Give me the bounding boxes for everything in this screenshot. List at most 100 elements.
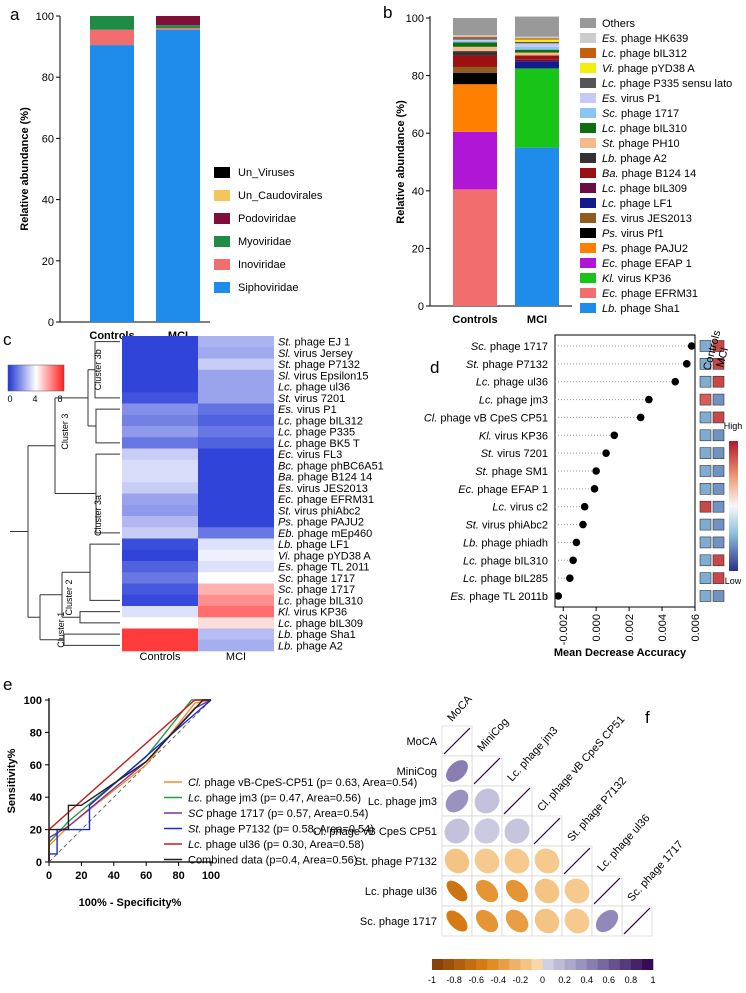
x-tick-label: 0.002 [624, 614, 636, 642]
group-cell-controls [699, 518, 712, 531]
heatmap-cell [198, 437, 274, 449]
colorbar-segment [509, 959, 521, 970]
row-label: Cl. phage vB CpeS CP51 [313, 826, 437, 838]
heatmap-cell [122, 628, 198, 641]
y-axis-label: Relative abundance (%) [395, 100, 407, 224]
column-label: MoCA [445, 693, 475, 724]
diagonal-mark [563, 847, 591, 875]
y-tick-label: 20 [30, 825, 42, 837]
data-point [580, 502, 589, 511]
colorbar-tick: 0 [540, 975, 545, 985]
group-cell-controls [699, 483, 712, 495]
heatmap-cell [122, 538, 198, 551]
bar-segment [515, 41, 559, 44]
legend-swatch [580, 303, 596, 313]
group-cell-mci [712, 447, 725, 459]
heatmap-cell [198, 572, 274, 584]
corr-ellipse [445, 789, 469, 813]
row-label: Lc. phage jm3 [368, 796, 437, 808]
heatmap-cell [122, 561, 198, 573]
heatmap-cell [198, 336, 274, 348]
heatmap-cell [198, 426, 274, 438]
legend-label: Vi. phage pYD38 A [602, 63, 695, 75]
legend-swatch [580, 288, 596, 298]
corr-ellipse [504, 848, 530, 874]
legend-label: Lc. phage ul36 (p= 0.30, Area=0.58) [188, 839, 364, 851]
cluster-label: Cluster 2 [64, 579, 74, 615]
panel-label-d: d [430, 358, 439, 377]
heatmap-cell [122, 336, 198, 348]
data-point [687, 342, 696, 350]
point-label: St. virus phiAbc2 [465, 520, 548, 532]
legend-label: Ps. phage PAJU2 [602, 243, 688, 255]
legend-label: Un_Caudovirales [238, 190, 323, 202]
colorbar-tick: 0.6 [603, 975, 616, 985]
heatmap-cell [122, 426, 198, 438]
group-cell-mci [712, 465, 725, 477]
legend-label: Podoviridae [238, 213, 296, 225]
legend-swatch [580, 258, 596, 268]
row-label: Eb. phage mEp460 [278, 528, 372, 540]
column-label: St. phage P7132 [565, 775, 629, 844]
heatmap-cell [198, 381, 274, 393]
colorbar-segment [641, 959, 654, 970]
group-cell-controls [699, 536, 712, 549]
legend-label: St. phage PH10 [602, 138, 680, 150]
corr-ellipse [534, 878, 560, 904]
heatmap-cell [122, 369, 198, 382]
group-cell-mci [712, 483, 725, 495]
y-tick-label: 60 [30, 760, 42, 772]
x-tick-label: 0.006 [690, 614, 702, 642]
group-cell-controls [699, 447, 712, 459]
heatmap-cell [122, 594, 198, 607]
y-tick-label: 0 [418, 301, 424, 313]
colorbar-segment [542, 959, 554, 970]
corr-ellipse [474, 788, 500, 814]
corr-ellipse [444, 818, 470, 844]
heatmap-cell [122, 504, 198, 517]
legend-label: Lc. phage LF1 [602, 198, 672, 210]
column-label: MiniCog [475, 716, 511, 754]
row-label: Lb. phage Sha1 [278, 629, 356, 641]
legend-swatch [580, 198, 596, 208]
bar-segment [453, 46, 497, 52]
bar-segment [515, 46, 559, 50]
corr-ellipse [474, 848, 500, 874]
point-label: Kl. virus KP36 [479, 430, 548, 442]
legend-swatch [580, 228, 596, 238]
heatmap-cell [122, 617, 198, 629]
legend-label: St. phage P7132 (p= 0.58, Area=0.54) [188, 824, 374, 836]
heatmap-cell [198, 561, 274, 573]
bar-segment [515, 36, 559, 39]
legend-swatch [580, 63, 596, 73]
panel-label-b: b [383, 3, 392, 22]
heatmap-cell [122, 381, 198, 393]
bar-segment [156, 16, 200, 26]
row-label: Lb. phage LF1 [278, 539, 349, 551]
legend-label: Ps. virus Pf1 [602, 228, 664, 240]
bar-segment [453, 35, 497, 37]
bar-segment [453, 39, 497, 42]
row-label: Vi. phage pYD38 A [278, 550, 371, 562]
bar-segment [515, 38, 559, 40]
colorbar-tick: 0.8 [625, 975, 638, 985]
point-label: Ec. phage EFAP 1 [458, 484, 548, 496]
heatmap-cell [198, 369, 274, 382]
bar-segment [515, 16, 559, 37]
bar-segment [515, 43, 559, 47]
legend-label: Lc. phage P335 sensu lato [602, 78, 732, 90]
legend-swatch [580, 153, 596, 163]
heatmap-cell [122, 549, 198, 562]
legend-label: Un_Viruses [238, 167, 295, 179]
row-label: St. phage P7132 [278, 359, 360, 371]
heatmap-cell [122, 639, 198, 652]
heatmap-cell [198, 504, 274, 517]
point-label: Lc. phage bIL310 [463, 555, 548, 567]
legend-label: Sc. phage 1717 [602, 108, 679, 120]
y-tick-label: 60 [412, 128, 424, 140]
legend-swatch [214, 213, 230, 224]
heatmap-cell [198, 549, 274, 562]
x-tick-label: 0.004 [657, 614, 669, 642]
row-label: Sc. phage 1717 [278, 573, 355, 585]
